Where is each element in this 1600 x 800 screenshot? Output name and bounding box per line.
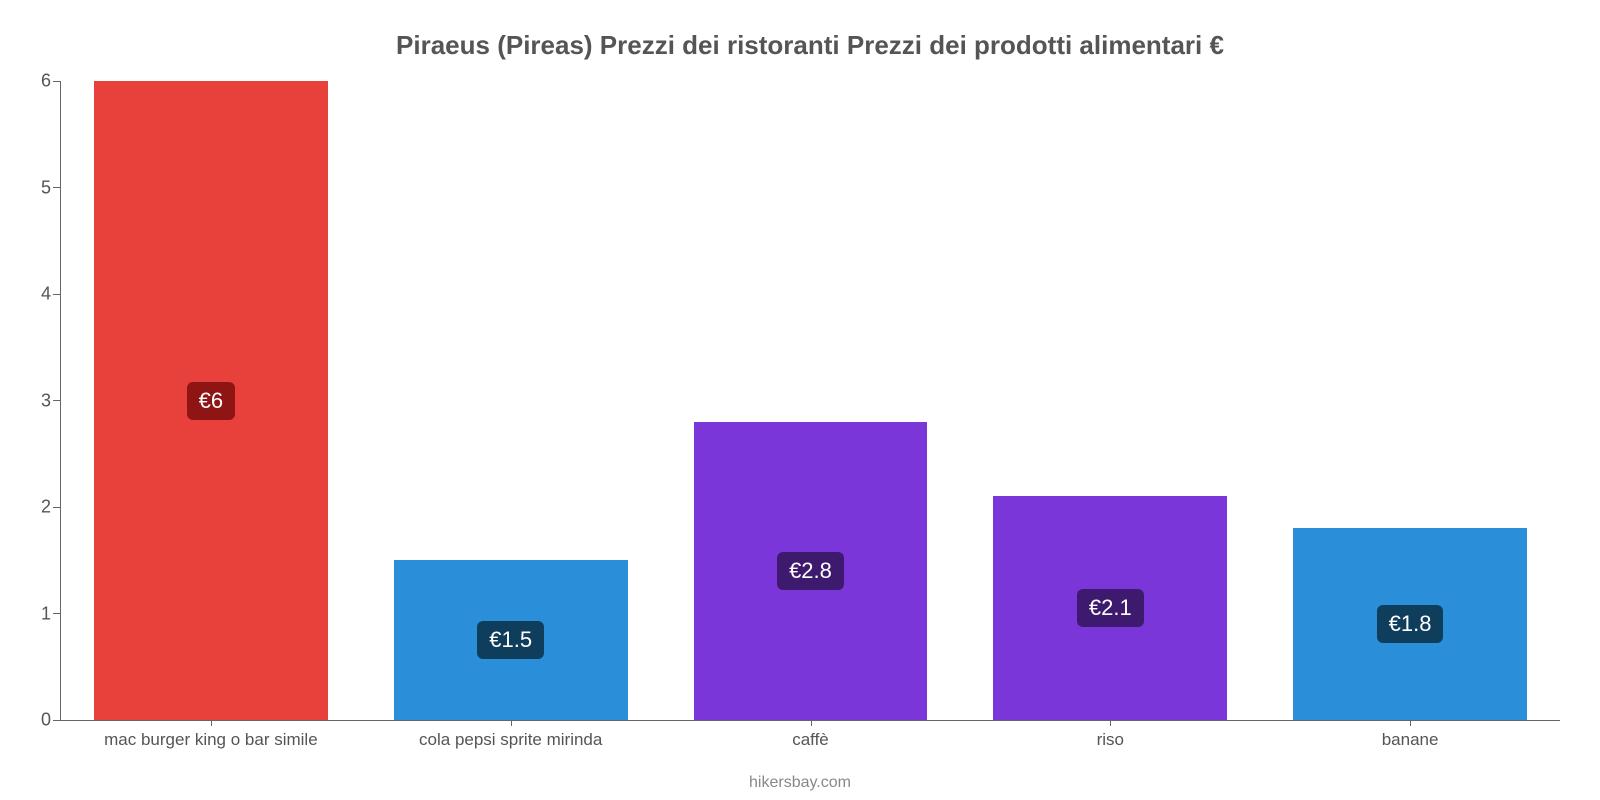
y-tick-label: 6 <box>26 71 51 92</box>
bar-value-label: €1.8 <box>1377 605 1444 643</box>
x-axis-label: banane <box>1260 730 1560 750</box>
bar-slot: €2.8 <box>661 81 961 720</box>
y-tick <box>53 81 61 82</box>
y-tick <box>53 720 61 721</box>
x-tick <box>1410 720 1411 726</box>
y-tick <box>53 294 61 295</box>
bar-slot: €6 <box>61 81 361 720</box>
price-chart: Piraeus (Pireas) Prezzi dei ristoranti P… <box>0 0 1600 800</box>
bar-value-label: €6 <box>187 382 235 420</box>
bar: €1.8 <box>1293 528 1527 720</box>
x-axis-labels: mac burger king o bar similecola pepsi s… <box>61 730 1560 750</box>
x-tick <box>211 720 212 726</box>
chart-title: Piraeus (Pireas) Prezzi dei ristoranti P… <box>60 30 1560 61</box>
x-axis-label: cola pepsi sprite mirinda <box>361 730 661 750</box>
y-tick <box>53 507 61 508</box>
y-tick <box>53 613 61 614</box>
x-axis-label: mac burger king o bar simile <box>61 730 361 750</box>
bar-slot: €2.1 <box>960 81 1260 720</box>
y-tick <box>53 400 61 401</box>
bar-value-label: €1.5 <box>477 621 544 659</box>
bar-value-label: €2.1 <box>1077 589 1144 627</box>
plot-area: €6€1.5€2.8€2.1€1.8 mac burger king o bar… <box>60 81 1560 721</box>
bar: €2.8 <box>694 422 928 720</box>
y-tick-label: 1 <box>26 603 51 624</box>
bar: €2.1 <box>993 496 1227 720</box>
bar: €6 <box>94 81 328 720</box>
x-tick <box>1110 720 1111 726</box>
bar-slot: €1.8 <box>1260 81 1560 720</box>
chart-footer: hikersbay.com <box>0 774 1600 792</box>
bar-value-label: €2.8 <box>777 552 844 590</box>
x-tick <box>811 720 812 726</box>
x-tick <box>511 720 512 726</box>
y-tick-label: 0 <box>26 710 51 731</box>
bar: €1.5 <box>394 560 628 720</box>
x-axis-label: riso <box>960 730 1260 750</box>
y-tick <box>53 187 61 188</box>
bars-row: €6 €1.5 €2.8 €2.1 €1.8 <box>61 81 1560 720</box>
x-axis-label: caffè <box>661 730 961 750</box>
y-tick-label: 2 <box>26 497 51 518</box>
y-tick-label: 3 <box>26 390 51 411</box>
y-tick-label: 5 <box>26 177 51 198</box>
y-tick-label: 4 <box>26 284 51 305</box>
bar-slot: €1.5 <box>361 81 661 720</box>
